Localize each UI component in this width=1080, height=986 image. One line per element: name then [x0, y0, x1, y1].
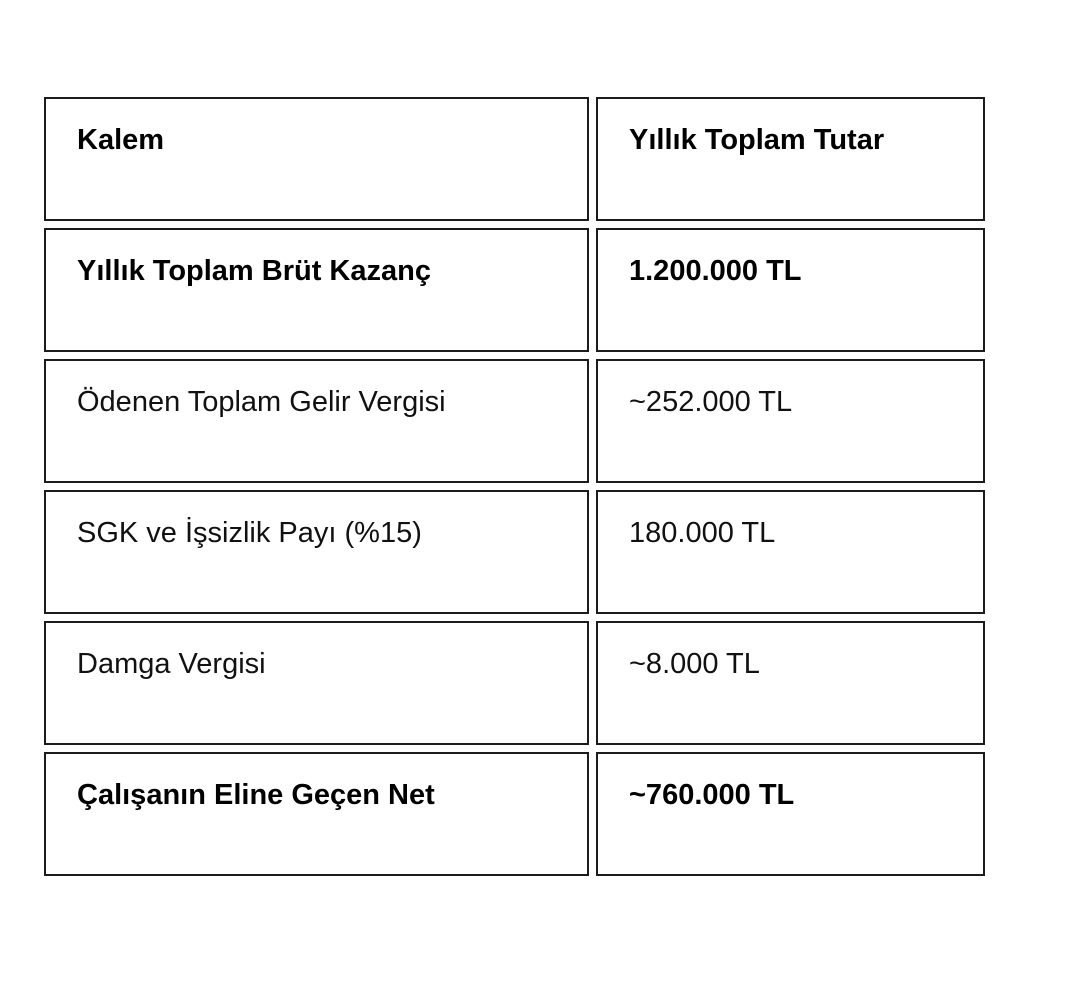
salary-breakdown-table: Kalem Yıllık Toplam Tutar Yıllık Toplam …: [44, 97, 985, 876]
table-header-item: Kalem: [44, 97, 589, 221]
table-row-amount: 180.000 TL: [596, 490, 985, 614]
table-row-amount: ~760.000 TL: [596, 752, 985, 876]
table-row-item: Çalışanın Eline Geçen Net: [44, 752, 589, 876]
table-row-amount: 1.200.000 TL: [596, 228, 985, 352]
table-row-item: Ödenen Toplam Gelir Vergisi: [44, 359, 589, 483]
table-header-amount: Yıllık Toplam Tutar: [596, 97, 985, 221]
table-row-item: SGK ve İşsizlik Payı (%15): [44, 490, 589, 614]
table-row-amount: ~8.000 TL: [596, 621, 985, 745]
table-row-item: Damga Vergisi: [44, 621, 589, 745]
table-row-amount: ~252.000 TL: [596, 359, 985, 483]
table-row-item: Yıllık Toplam Brüt Kazanç: [44, 228, 589, 352]
